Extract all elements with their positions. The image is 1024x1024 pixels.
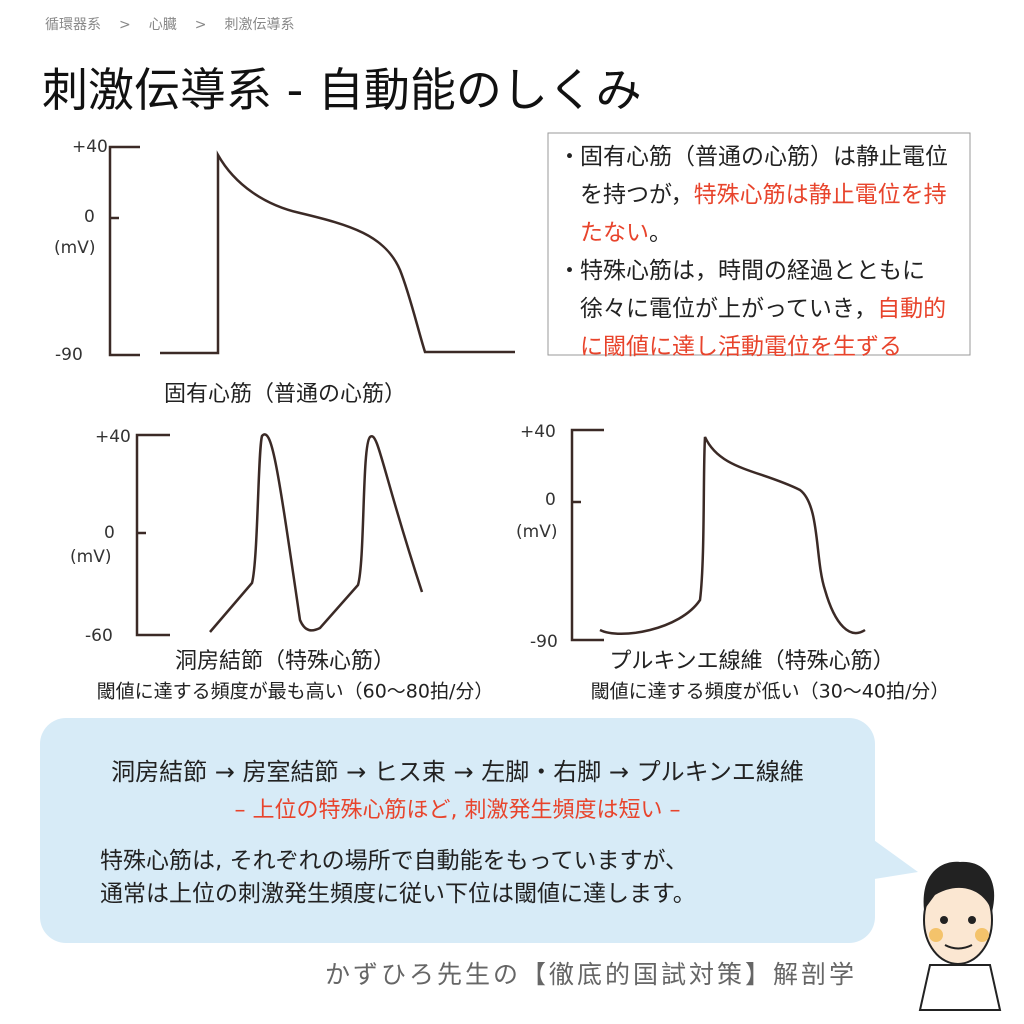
explanation-line: 通常は上位の刺激発生頻度に従い下位は閾値に達します。 (100, 881, 696, 907)
separator: > (194, 17, 207, 33)
explanation: 特殊心筋は, それぞれの場所で自動能をもっていますが、 通常は上位の刺激発生頻度に… (100, 845, 696, 911)
y-tick-label: +40 (72, 137, 108, 157)
bullet: ・ (558, 258, 581, 284)
y-tick-label: -90 (530, 632, 558, 652)
y-tick-label: 0 (104, 523, 115, 543)
breadcrumb: 循環器系 > 心臓 > 刺激伝導系 (45, 14, 294, 34)
y-tick-label: -60 (85, 626, 113, 646)
bubble-tail (860, 830, 918, 880)
y-axis-label: (mV) (70, 547, 111, 567)
bullet: ・ (558, 144, 581, 170)
crumb: 心臓 (148, 17, 177, 33)
explanation-line: 特殊心筋は, それぞれの場所で自動能をもっていますが、 (100, 848, 689, 874)
title: 刺激伝導系 - 自動能のしくみ (42, 63, 642, 117)
note-box (547, 132, 971, 356)
caption: プルキンエ線維（特殊心筋） (609, 649, 894, 674)
note-segment: 特殊心筋は，時間の経過とともに徐々に電位が上がっていき， (580, 258, 925, 322)
caption-note: 閾値に達する頻度が最も高い（60〜80拍/分） (97, 681, 494, 703)
y-axis-label: (mV) (516, 522, 557, 542)
y-tick-label: +40 (95, 427, 131, 447)
caption: 洞房結節（特殊心筋） (175, 649, 395, 674)
note-segment: 特殊心筋は静止電位を持たない (580, 182, 947, 246)
axes (108, 145, 604, 642)
curves (160, 150, 866, 635)
footer: かずひろ先生の【徹底的国試対策】解剖学 (325, 960, 858, 989)
note-text: 特殊心筋は，時間の経過とともに徐々に電位が上がっていき，自動的に閾値に達し活動電… (580, 252, 963, 366)
note-item: ・固有心筋（普通の心筋）は静止電位を持つが，特殊心筋は静止電位を持たない。 (558, 138, 963, 252)
crumb: 循環器系 (45, 17, 101, 33)
separator: > (119, 17, 131, 33)
subtitle: – 上位の特殊心筋ほど, 刺激発生頻度は短い – (234, 798, 681, 823)
y-axis-label: (mV) (54, 238, 95, 258)
note-item: ・特殊心筋は，時間の経過とともに徐々に電位が上がっていき，自動的に閾値に達し活動… (558, 252, 963, 366)
bubble (40, 718, 875, 943)
note-segment: 。 (649, 220, 672, 246)
flow: 洞房結節 → 房室結節 → ヒス束 → 左脚・右脚 → プルキンエ線維 (111, 758, 804, 786)
note-segment: 自動的に閾値に達し活動電位を生ずる (580, 296, 947, 360)
caption: 固有心筋（普通の心筋） (164, 382, 406, 407)
y-tick-label: 0 (545, 490, 556, 510)
y-tick-label: -90 (55, 345, 83, 365)
note-segment: 固有心筋（普通の心筋）は静止電位を持つが， (580, 144, 948, 208)
avatar (918, 861, 1002, 1011)
notes: ・固有心筋（普通の心筋）は静止電位を持つが，特殊心筋は静止電位を持たない。・特殊… (558, 138, 963, 366)
y-tick-label: 0 (84, 207, 95, 227)
caption-note: 閾値に達する頻度が低い（30〜40拍/分） (591, 681, 950, 703)
y-tick-label: +40 (520, 422, 556, 442)
note-text: 固有心筋（普通の心筋）は静止電位を持つが，特殊心筋は静止電位を持たない。 (580, 138, 963, 252)
crumb: 刺激伝導系 (224, 17, 295, 33)
